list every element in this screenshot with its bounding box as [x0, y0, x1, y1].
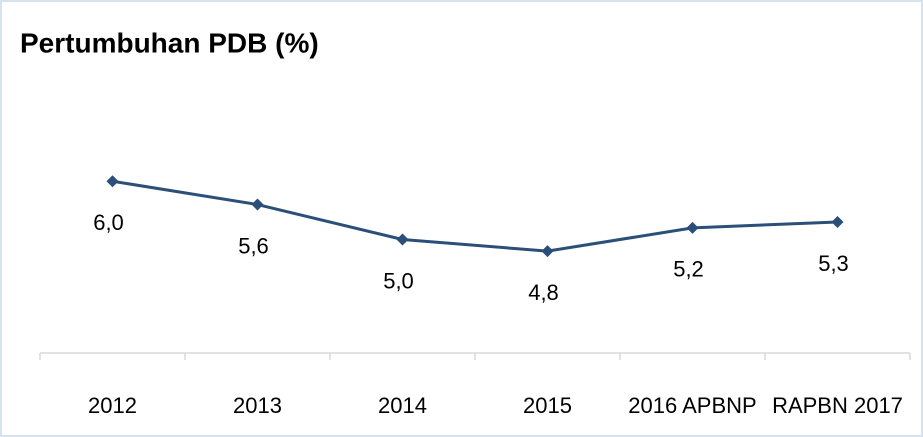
x-tick-label: 2016 APBNP — [628, 393, 756, 418]
marker — [396, 233, 409, 246]
marker — [831, 216, 844, 229]
marker — [106, 175, 119, 188]
x-tick-label: RAPBN 2017 — [772, 393, 903, 418]
x-tick-label: 2014 — [378, 393, 427, 418]
marker — [686, 221, 699, 234]
data-label: 5,0 — [383, 268, 414, 293]
line — [112, 179, 838, 253]
marker — [251, 198, 264, 211]
data-label: 5,2 — [673, 257, 704, 282]
data-label: 5,3 — [818, 251, 849, 276]
x-tick-label: 2015 — [523, 393, 572, 418]
data-label: 5,6 — [238, 233, 269, 258]
data-label: 6,0 — [93, 210, 124, 235]
x-tick-label: 2012 — [88, 393, 137, 418]
x-tick-label: 2013 — [233, 393, 282, 418]
chart-title: Pertumbuhan PDB (%) — [20, 27, 319, 58]
data-label: 4,8 — [528, 280, 559, 305]
marker — [541, 245, 554, 258]
